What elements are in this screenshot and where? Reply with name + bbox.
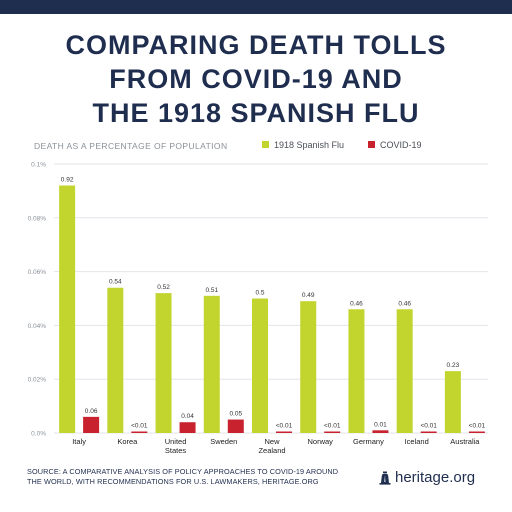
x-tick-label-line: Australia bbox=[450, 437, 480, 446]
title-line-2: FROM COVID-19 AND bbox=[109, 64, 403, 94]
x-tick-label-line: Germany bbox=[353, 437, 384, 446]
bar-spanish-flu bbox=[300, 301, 317, 433]
x-tick-label-line: States bbox=[165, 446, 187, 455]
x-tick-label: Italy bbox=[72, 437, 86, 446]
data-label-covid: <0.01 bbox=[420, 423, 437, 430]
bar-spanish-flu bbox=[444, 371, 461, 433]
bell-icon bbox=[379, 471, 391, 485]
data-label-covid: 0.04 bbox=[181, 413, 194, 420]
legend-swatch-covid bbox=[368, 141, 375, 148]
data-label-spanish-flu: 0.46 bbox=[350, 300, 363, 307]
title-line-1: COMPARING DEATH TOLLS bbox=[65, 30, 447, 60]
x-tick-label-line: New bbox=[264, 437, 280, 446]
x-tick-label: United States bbox=[165, 437, 187, 455]
legend-label-spanish-flu: 1918 Spanish Flu bbox=[274, 140, 345, 150]
bar-covid bbox=[276, 431, 292, 433]
bar-spanish-flu bbox=[59, 185, 76, 433]
x-tick-label: New Zealand bbox=[258, 437, 285, 455]
bar-covid bbox=[468, 431, 485, 433]
y-tick-label: 0.1% bbox=[31, 162, 46, 169]
y-tick-label: 0.08% bbox=[28, 215, 47, 222]
x-tick-label: Norway bbox=[308, 437, 334, 446]
legend-label-covid: COVID-19 bbox=[380, 140, 422, 150]
source-line-1: SOURCE: A COMPARATIVE ANALYSIS OF POLICY… bbox=[27, 467, 339, 476]
heritage-logo[interactable]: heritage.org bbox=[378, 469, 475, 486]
data-label-spanish-flu: 0.5 bbox=[255, 290, 264, 297]
x-tick-label: Germany bbox=[353, 437, 384, 446]
x-tick-label: Sweden bbox=[210, 437, 237, 446]
bar-covid bbox=[324, 431, 341, 433]
bar-spanish-flu bbox=[252, 298, 268, 433]
bar-spanish-flu bbox=[396, 309, 413, 433]
x-tick-label-line: Sweden bbox=[210, 437, 237, 446]
data-label-spanish-flu: 0.52 bbox=[157, 284, 170, 291]
top-banner bbox=[0, 0, 512, 14]
bar-covid bbox=[420, 431, 437, 433]
bar-covid bbox=[179, 422, 196, 433]
legend-swatch-spanish-flu bbox=[262, 141, 269, 148]
bar-spanish-flu bbox=[107, 287, 124, 433]
data-label-spanish-flu: 0.54 bbox=[109, 279, 122, 286]
y-tick-label: 0.06% bbox=[28, 269, 47, 276]
bar-covid bbox=[372, 430, 389, 433]
data-label-covid: 0.01 bbox=[374, 421, 387, 428]
x-tick-label: Iceland bbox=[405, 437, 429, 446]
bar-covid bbox=[83, 416, 100, 433]
logo-text: heritage.org bbox=[395, 469, 476, 486]
legend-item-covid: COVID-19 bbox=[368, 140, 422, 150]
data-label-covid: <0.01 bbox=[469, 423, 486, 430]
data-label-covid: 0.06 bbox=[85, 408, 98, 415]
y-axis-label: DEATH AS A PERCENTAGE OF POPULATION bbox=[34, 141, 228, 151]
data-label-covid: <0.01 bbox=[276, 423, 293, 430]
data-label-covid: <0.01 bbox=[131, 423, 148, 430]
page-title: COMPARING DEATH TOLLS FROM COVID-19 AND … bbox=[0, 28, 512, 130]
legend-item-spanish-flu: 1918 Spanish Flu bbox=[262, 140, 344, 150]
bar-spanish-flu bbox=[348, 309, 365, 433]
title-line-3: THE 1918 SPANISH FLU bbox=[92, 98, 420, 128]
data-label-spanish-flu: 0.23 bbox=[447, 362, 460, 369]
data-label-spanish-flu: 0.46 bbox=[398, 300, 411, 307]
data-label-spanish-flu: 0.92 bbox=[61, 177, 74, 184]
x-tick-label-line: Zealand bbox=[258, 446, 285, 455]
data-label-spanish-flu: 0.51 bbox=[205, 287, 218, 294]
x-tick-label: Australia bbox=[450, 437, 480, 446]
data-label-spanish-flu: 0.49 bbox=[302, 292, 315, 299]
source-line-2: THE WORLD, WITH RECOMMENDATIONS FOR U.S.… bbox=[27, 477, 319, 486]
x-tick-label-line: Korea bbox=[117, 437, 138, 446]
x-tick-label-line: Norway bbox=[308, 437, 334, 446]
data-label-covid: 0.05 bbox=[229, 411, 242, 418]
x-tick-label-line: Iceland bbox=[405, 437, 429, 446]
y-tick-label: 0.02% bbox=[28, 377, 47, 384]
y-tick-label: 0.0% bbox=[31, 431, 46, 438]
x-tick-label-line: Italy bbox=[72, 437, 86, 446]
bar-chart: 0.0% 0.02% 0.04% 0.06% 0.08% 0.1% 0.92 0.06 Ital… bbox=[28, 162, 488, 455]
bar-spanish-flu bbox=[203, 295, 220, 433]
y-tick-label: 0.04% bbox=[28, 323, 47, 330]
data-label-covid: <0.01 bbox=[324, 423, 341, 430]
bar-covid bbox=[227, 419, 244, 433]
x-tick-label: Korea bbox=[117, 437, 138, 446]
bar-covid bbox=[131, 431, 148, 433]
bar-spanish-flu bbox=[155, 293, 172, 433]
x-tick-label-line: United bbox=[165, 437, 187, 446]
source-note: SOURCE: A COMPARATIVE ANALYSIS OF POLICY… bbox=[27, 467, 367, 487]
